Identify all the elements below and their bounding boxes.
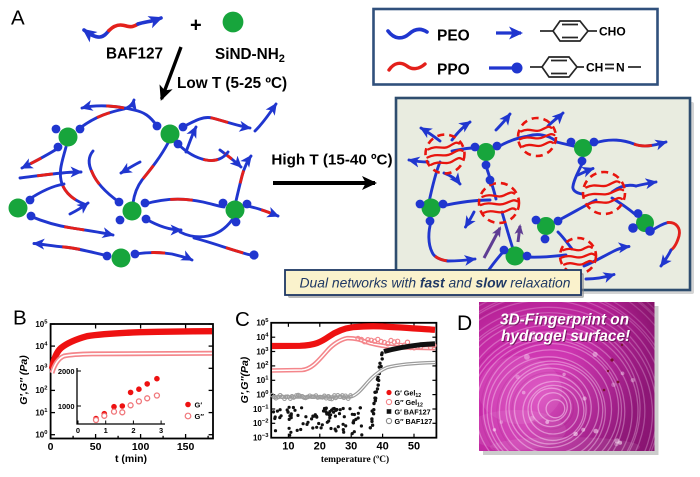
svg-text:Low T (5-25 ºC): Low T (5-25 ºC) [177,75,287,92]
svg-text:30: 30 [345,441,357,453]
svg-text:G″ BAF127: G″ BAF127 [395,417,433,426]
svg-text:G′: G′ [195,401,203,410]
svg-text:t (min): t (min) [115,453,147,465]
svg-text:G′,G″ (Pa): G′,G″ (Pa) [18,355,30,405]
svg-text:2000: 2000 [58,367,75,376]
svg-text:G″ Gel12: G″ Gel12 [395,398,424,409]
svg-text:CH: CH [586,61,603,75]
svg-text:2: 2 [131,426,135,435]
svg-text:103: 103 [256,347,269,357]
svg-text:PPO: PPO [437,62,470,79]
svg-text:102: 102 [256,361,268,371]
svg-text:105: 105 [35,319,48,329]
svg-text:1: 1 [104,426,108,435]
svg-text:10−2: 10−2 [253,419,269,429]
svg-text:104: 104 [35,341,48,351]
svg-text:temperature (ºC): temperature (ºC) [321,454,389,465]
svg-text:A: A [11,7,25,30]
svg-text:105: 105 [256,318,269,328]
svg-text:hydrogel surface!: hydrogel surface! [502,329,631,346]
svg-text:G′ Gel12: G′ Gel12 [395,388,422,399]
svg-text:+: + [190,15,202,37]
svg-text:50: 50 [408,441,420,453]
svg-text:40: 40 [376,441,388,453]
svg-text:3D-Fingerprint on: 3D-Fingerprint on [501,313,630,330]
svg-text:D: D [457,312,472,335]
svg-text:0: 0 [48,441,54,453]
svg-text:101: 101 [256,376,269,386]
svg-text:10−1: 10−1 [253,404,269,414]
svg-text:C: C [235,308,250,331]
svg-text:PEO: PEO [437,28,470,45]
svg-text:3D-Fingerprint on: 3D-Fingerprint on [500,312,629,329]
svg-text:50: 50 [90,441,102,453]
svg-text:N: N [616,61,625,75]
svg-text:0: 0 [76,426,80,435]
svg-text:G′ BAF127: G′ BAF127 [395,407,431,416]
svg-text:101: 101 [35,408,48,418]
svg-text:100: 100 [35,430,47,440]
svg-text:103: 103 [35,364,48,374]
svg-text:100: 100 [256,390,268,400]
svg-text:20: 20 [314,441,326,453]
svg-text:High T (15-40 ºC): High T (15-40 ºC) [271,152,392,169]
svg-text:150: 150 [177,441,195,453]
svg-text:10: 10 [282,441,294,453]
svg-text:SiND-NH2: SiND-NH2 [215,46,285,65]
svg-text:Dual networks with fast and s: Dual networks with fast and slow relaxat… [299,275,570,291]
svg-text:BAF127: BAF127 [106,46,163,63]
svg-text:104: 104 [256,333,269,343]
svg-text:102: 102 [35,386,47,396]
svg-text:G′,G″(Pa): G′,G″(Pa) [239,356,251,403]
svg-text:100: 100 [132,441,150,453]
svg-text:CHO: CHO [599,25,626,39]
svg-text:B: B [13,307,27,330]
svg-text:hydrogel surface!: hydrogel surface! [501,328,630,345]
svg-text:3: 3 [159,426,163,435]
svg-text:1000: 1000 [58,402,75,411]
svg-text:10−3: 10−3 [253,433,269,443]
svg-text:G″: G″ [195,412,205,421]
